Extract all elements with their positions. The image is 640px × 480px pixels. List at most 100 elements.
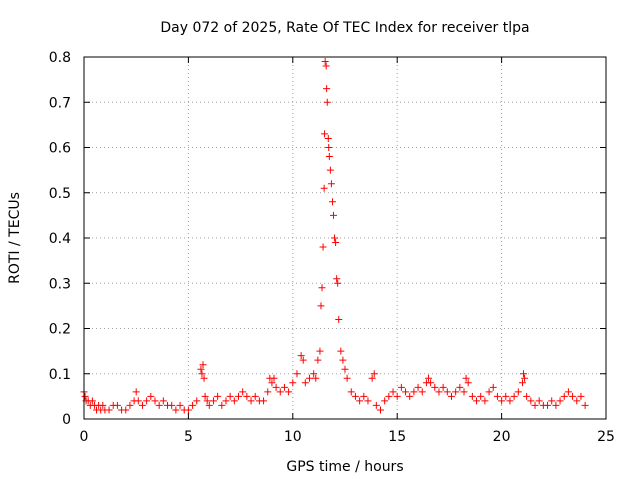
data-point [333, 275, 341, 283]
data-point [293, 370, 301, 378]
data-point [197, 365, 205, 373]
data-point [159, 397, 167, 405]
data-point [324, 134, 332, 142]
data-point [243, 392, 251, 400]
y-tick-label: 0 [62, 412, 71, 428]
data-point [531, 401, 539, 409]
data-point [520, 370, 528, 378]
data-point [506, 397, 514, 405]
x-axis-label: GPS time / hours [286, 459, 403, 475]
data-point [523, 392, 531, 400]
data-point [132, 388, 140, 396]
y-tick-label: 0.8 [49, 50, 71, 66]
data-point [489, 383, 497, 391]
data-point [306, 374, 314, 382]
data-point [317, 302, 325, 310]
data-point [198, 370, 206, 378]
data-point [134, 397, 142, 405]
data-point [226, 392, 234, 400]
data-point [521, 374, 529, 382]
data-point [312, 374, 320, 382]
data-point [518, 379, 526, 387]
data-point [301, 379, 309, 387]
data-point [535, 397, 543, 405]
data-point [406, 392, 414, 400]
data-point [456, 383, 464, 391]
data-point [502, 392, 510, 400]
data-point [235, 392, 243, 400]
data-point [230, 397, 238, 405]
data-point [326, 166, 334, 174]
data-point [289, 379, 297, 387]
data-point [435, 388, 443, 396]
chart-title: Day 072 of 2025, Rate Of TEC Index for r… [160, 20, 529, 36]
data-point [397, 383, 405, 391]
data-point [510, 392, 518, 400]
data-point [264, 388, 272, 396]
data-point [270, 374, 278, 382]
data-point [376, 406, 384, 414]
data-point [126, 401, 134, 409]
data-point [81, 392, 89, 400]
data-point [138, 401, 146, 409]
data-point [364, 397, 372, 405]
y-tick-label: 0.2 [49, 322, 71, 338]
y-axis-label: ROTI / TECUs [7, 192, 23, 284]
data-point [335, 315, 343, 323]
data-point [337, 347, 345, 355]
data-point [334, 279, 342, 287]
data-point [193, 397, 201, 405]
data-point [343, 374, 351, 382]
data-point [325, 153, 333, 161]
data-point [577, 392, 585, 400]
data-point [372, 401, 380, 409]
data-point [356, 397, 364, 405]
data-point [201, 392, 209, 400]
data-point [464, 379, 472, 387]
y-tick-label: 0.1 [49, 367, 71, 383]
data-point [316, 347, 324, 355]
data-point [323, 85, 331, 93]
data-point [548, 397, 556, 405]
data-point [341, 365, 349, 373]
data-point [460, 388, 468, 396]
data-point [260, 397, 268, 405]
grid-lines [84, 57, 606, 419]
data-point [314, 356, 322, 364]
data-point [347, 388, 355, 396]
data-point [331, 234, 339, 242]
data-point [389, 388, 397, 396]
axis-ticks: 0 5 10 15 20 25 0 0.1 0.2 0.3 0.4 0.5 0.6 0.7 0.8 [49, 50, 615, 445]
data-point [205, 401, 213, 409]
data-point [247, 397, 255, 405]
data-point [184, 406, 192, 414]
data-point [280, 383, 288, 391]
y-tick-label: 0.4 [49, 231, 71, 247]
data-point [320, 184, 328, 192]
data-point [514, 388, 522, 396]
data-point [319, 243, 327, 251]
data-point [452, 388, 460, 396]
data-point [332, 239, 340, 247]
data-point [189, 401, 197, 409]
data-point [272, 383, 280, 391]
data-point [327, 180, 335, 188]
data-point [368, 374, 376, 382]
data-point [381, 397, 389, 405]
data-point [493, 392, 501, 400]
data-point [351, 392, 359, 400]
data-point [414, 383, 422, 391]
data-point [527, 397, 535, 405]
data-point [321, 58, 329, 66]
data-point [147, 392, 155, 400]
data-point [385, 392, 393, 400]
data-point [176, 401, 184, 409]
data-point [199, 361, 207, 369]
data-point [425, 374, 433, 382]
data-point [325, 144, 333, 151]
data-point [330, 211, 338, 219]
data-points [80, 58, 589, 414]
x-tick-label: 5 [184, 429, 193, 445]
data-point [222, 397, 230, 405]
